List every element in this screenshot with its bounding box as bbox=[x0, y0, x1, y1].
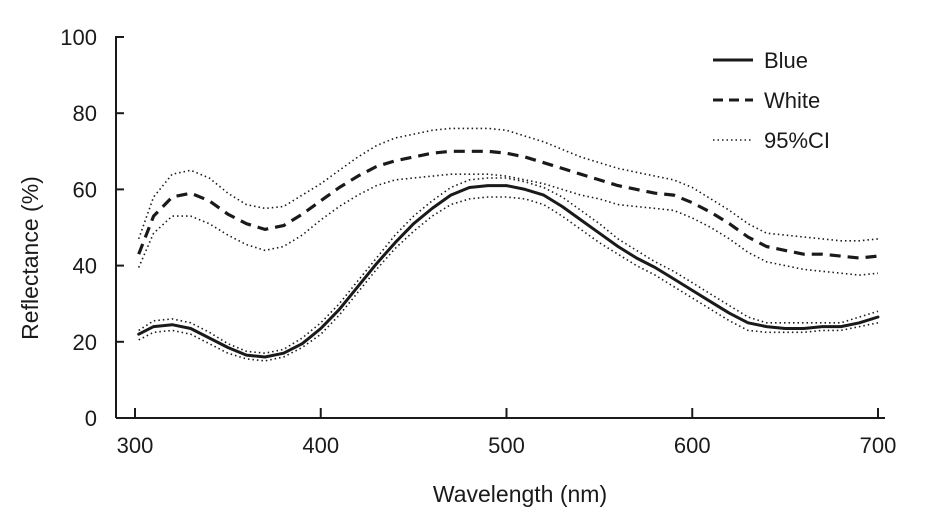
y-tick-label: 100 bbox=[60, 25, 97, 50]
x-tick-label: 400 bbox=[302, 433, 339, 458]
axes bbox=[115, 36, 885, 419]
legend-label-ci: 95%CI bbox=[764, 128, 830, 153]
y-axis-title: Reflectance (%) bbox=[17, 176, 43, 340]
x-tick-label: 700 bbox=[860, 433, 897, 458]
series-line-white bbox=[137, 149, 879, 260]
x-tick-label: 500 bbox=[488, 433, 525, 458]
series-line-white-ci-upper bbox=[137, 127, 879, 242]
y-tick-label: 0 bbox=[85, 406, 97, 431]
series-layer bbox=[137, 127, 880, 362]
y-tick-label: 20 bbox=[73, 330, 97, 355]
y-tick-label: 80 bbox=[73, 101, 97, 126]
y-tick-label: 60 bbox=[73, 177, 97, 202]
x-tick-label: 600 bbox=[674, 433, 711, 458]
y-ticks: 0 20 40 60 80 100 bbox=[60, 25, 124, 431]
legend-label-white: White bbox=[764, 88, 820, 113]
series-line-blue-ci-upper bbox=[138, 177, 879, 354]
series-line-blue-ci-lower bbox=[138, 196, 879, 362]
x-tick-label: 300 bbox=[117, 433, 154, 458]
series-line-white-ci-lower bbox=[137, 173, 879, 276]
series-line-blue bbox=[137, 184, 880, 359]
legend: Blue White 95%CI bbox=[713, 48, 830, 153]
y-tick-label: 40 bbox=[73, 254, 97, 279]
x-axis-title: Wavelength (nm) bbox=[433, 481, 607, 507]
legend-label-blue: Blue bbox=[764, 48, 808, 73]
x-ticks: 300 400 500 600 700 bbox=[117, 408, 897, 458]
